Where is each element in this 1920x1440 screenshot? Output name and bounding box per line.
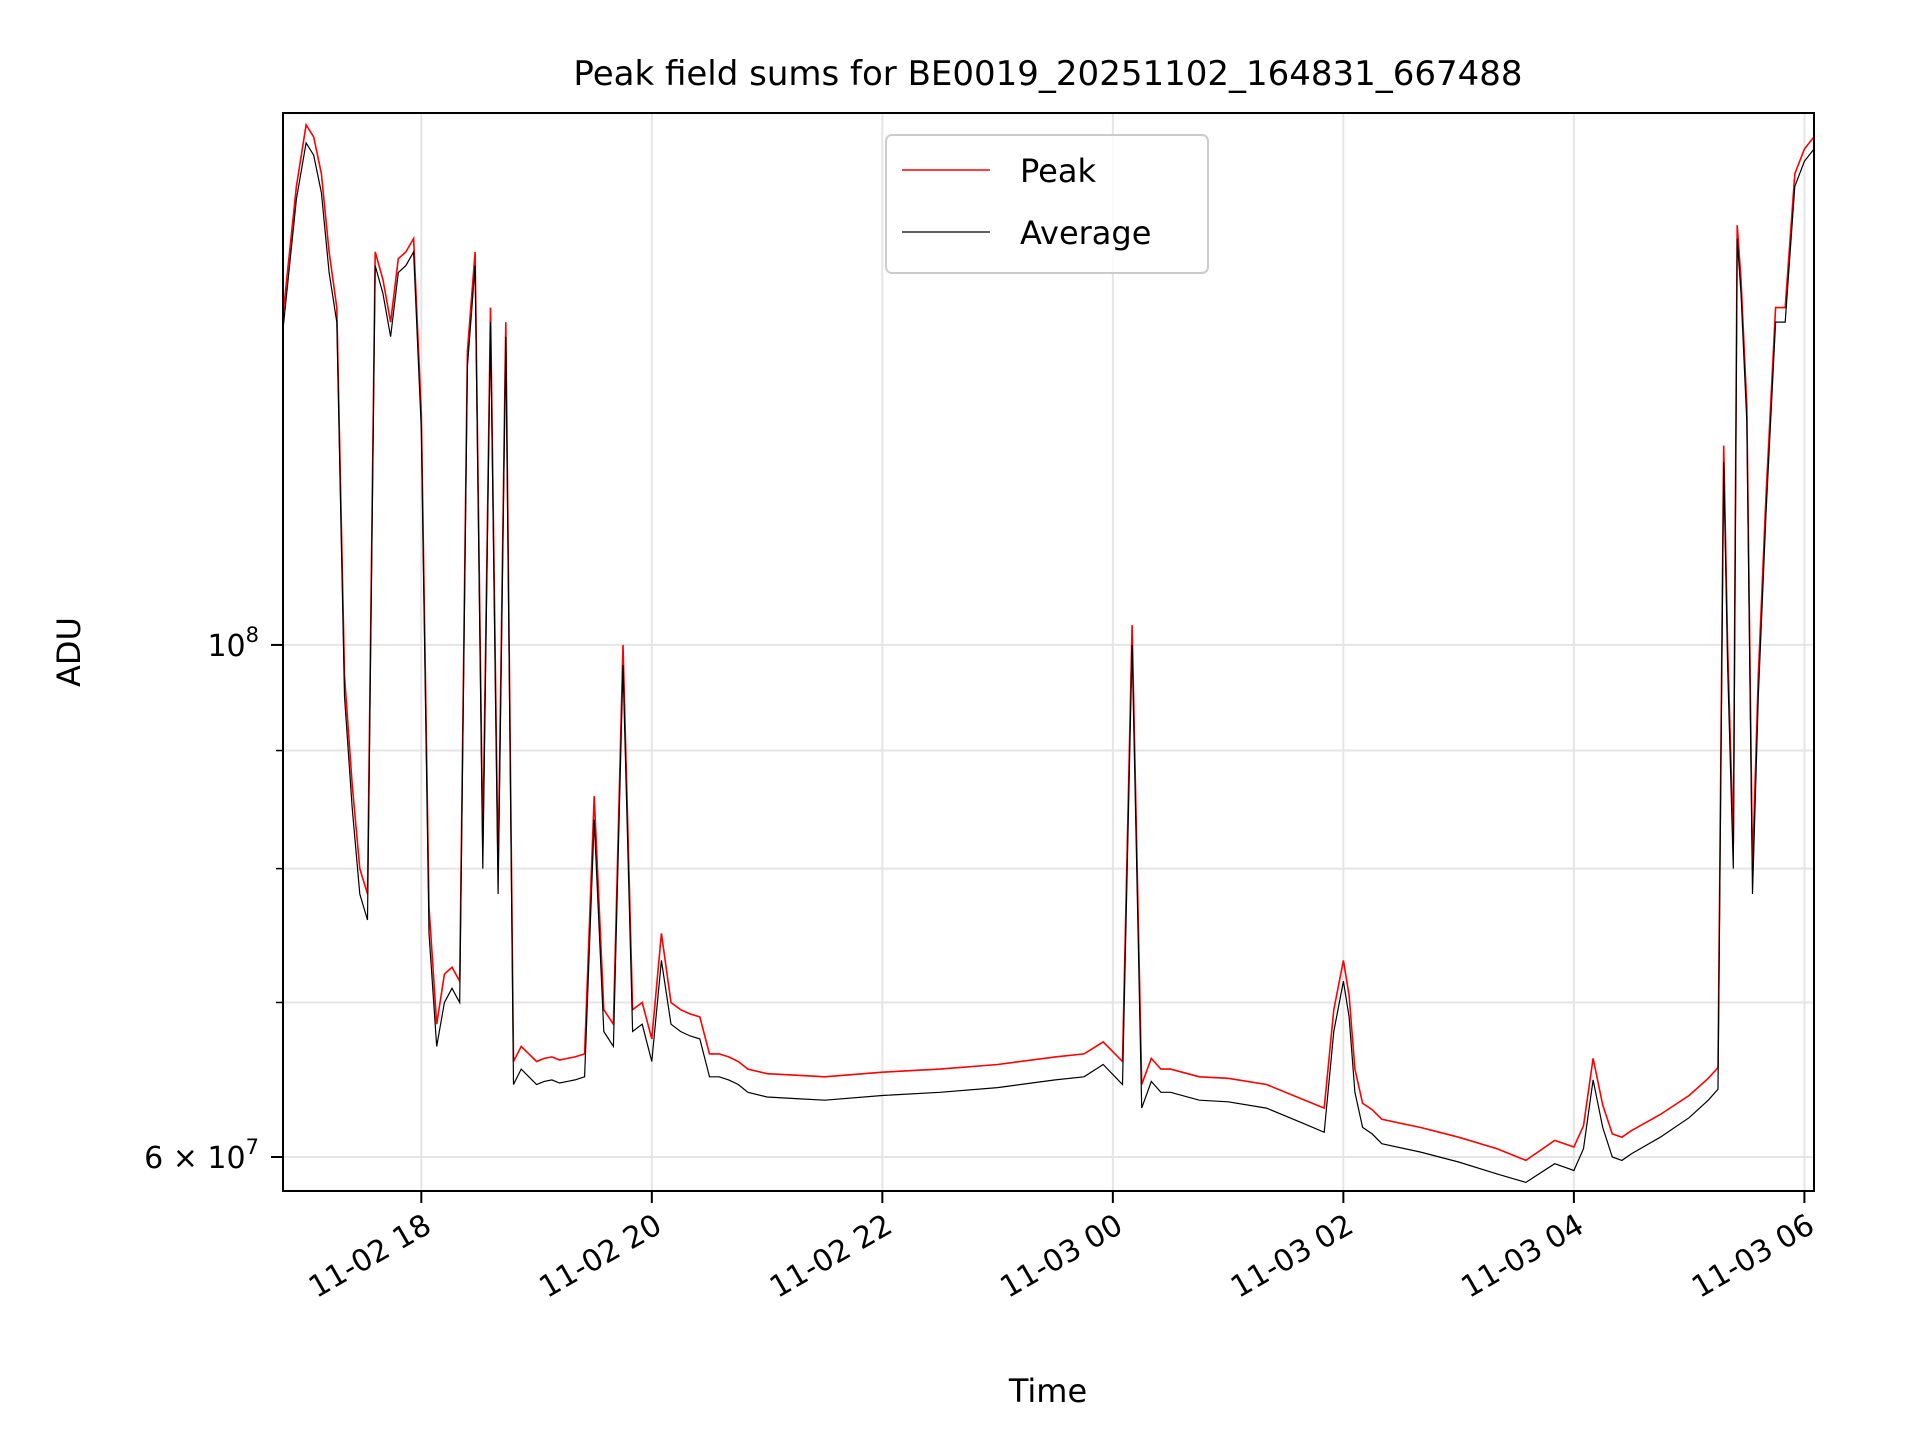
legend: Peak Average (885, 134, 1209, 274)
plot-area (283, 122, 1814, 1184)
y-axis: 6 × 107 108 (144, 623, 283, 1176)
plot-frame (282, 112, 1815, 1192)
y-tick-label: 108 (207, 623, 259, 664)
legend-label-average: Average (1020, 214, 1151, 252)
series-line-peak (283, 122, 1814, 1162)
series-line-average (283, 141, 1814, 1184)
chart-title: Peak field sums for BE0019_20251102_1648… (573, 54, 1522, 94)
y-tick-label: 6 × 107 (144, 1135, 259, 1176)
legend-label-peak: Peak (1020, 152, 1096, 190)
x-axis-label: Time (1008, 1372, 1087, 1410)
y-axis-label: ADU (50, 617, 88, 687)
grid (283, 113, 1814, 1191)
